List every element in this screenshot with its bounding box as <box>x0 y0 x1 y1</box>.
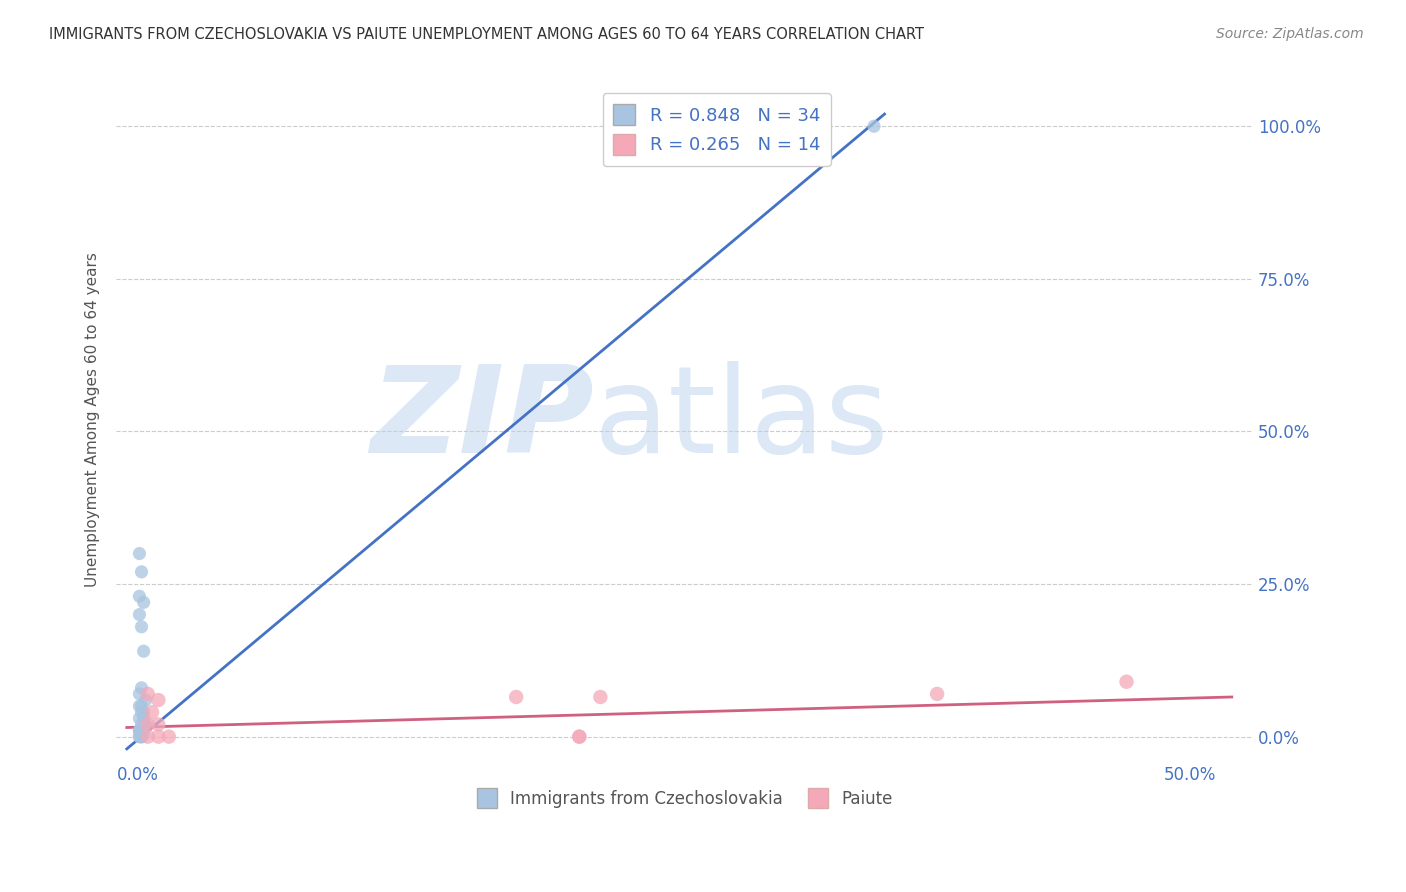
Point <box>131 730 153 744</box>
Point <box>716 120 738 134</box>
Point <box>132 595 155 609</box>
Point <box>131 705 153 719</box>
Point <box>135 693 157 707</box>
Point <box>505 690 527 704</box>
Point <box>148 717 170 731</box>
Point <box>131 726 153 740</box>
Point <box>589 690 612 704</box>
Text: Source: ZipAtlas.com: Source: ZipAtlas.com <box>1216 27 1364 41</box>
Point <box>128 687 150 701</box>
Point <box>132 717 155 731</box>
Point <box>136 717 159 731</box>
Text: ZIP: ZIP <box>370 360 593 478</box>
Point <box>128 730 150 744</box>
Point <box>131 723 153 738</box>
Point <box>131 620 153 634</box>
Point <box>132 711 155 725</box>
Legend: Immigrants from Czechoslovakia, Paiute: Immigrants from Czechoslovakia, Paiute <box>470 781 898 814</box>
Point <box>131 730 153 744</box>
Point <box>131 717 153 731</box>
Point <box>148 730 170 744</box>
Point <box>568 730 591 744</box>
Point <box>128 711 150 725</box>
Point <box>128 607 150 622</box>
Point <box>136 687 159 701</box>
Text: IMMIGRANTS FROM CZECHOSLOVAKIA VS PAIUTE UNEMPLOYMENT AMONG AGES 60 TO 64 YEARS : IMMIGRANTS FROM CZECHOSLOVAKIA VS PAIUTE… <box>49 27 924 42</box>
Point <box>128 730 150 744</box>
Text: atlas: atlas <box>593 360 889 478</box>
Point <box>131 730 153 744</box>
Point <box>568 730 591 744</box>
Point <box>128 589 150 603</box>
Point <box>863 120 886 134</box>
Point <box>1115 674 1137 689</box>
Point <box>132 644 155 658</box>
Point <box>131 681 153 695</box>
Point <box>148 693 170 707</box>
Point <box>131 723 153 738</box>
Y-axis label: Unemployment Among Ages 60 to 64 years: Unemployment Among Ages 60 to 64 years <box>86 252 100 587</box>
Point <box>128 547 150 561</box>
Point <box>135 717 157 731</box>
Point <box>132 705 155 719</box>
Point <box>128 723 150 738</box>
Point <box>141 705 163 719</box>
Point <box>131 699 153 714</box>
Point <box>927 687 949 701</box>
Point <box>131 730 153 744</box>
Point <box>132 726 155 740</box>
Point <box>128 723 150 738</box>
Point <box>136 730 159 744</box>
Point <box>131 565 153 579</box>
Point <box>128 699 150 714</box>
Point <box>131 723 153 738</box>
Point <box>157 730 180 744</box>
